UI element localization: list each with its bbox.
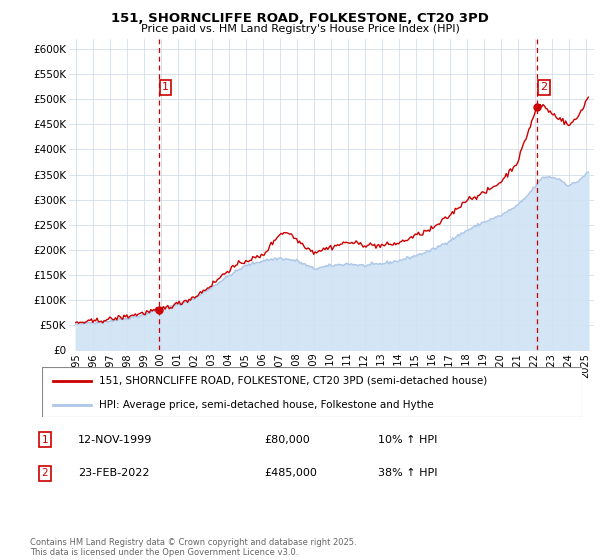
Text: 1: 1 [162,82,169,92]
Text: Price paid vs. HM Land Registry's House Price Index (HPI): Price paid vs. HM Land Registry's House … [140,24,460,34]
Text: £485,000: £485,000 [264,468,317,478]
FancyBboxPatch shape [42,367,582,417]
Text: £80,000: £80,000 [264,435,310,445]
Text: 38% ↑ HPI: 38% ↑ HPI [378,468,437,478]
Text: 151, SHORNCLIFFE ROAD, FOLKESTONE, CT20 3PD: 151, SHORNCLIFFE ROAD, FOLKESTONE, CT20 … [111,12,489,25]
Text: 23-FEB-2022: 23-FEB-2022 [78,468,149,478]
Text: HPI: Average price, semi-detached house, Folkestone and Hythe: HPI: Average price, semi-detached house,… [98,400,433,409]
Text: 1: 1 [41,435,49,445]
Text: 12-NOV-1999: 12-NOV-1999 [78,435,152,445]
Text: Contains HM Land Registry data © Crown copyright and database right 2025.
This d: Contains HM Land Registry data © Crown c… [30,538,356,557]
Text: 151, SHORNCLIFFE ROAD, FOLKESTONE, CT20 3PD (semi-detached house): 151, SHORNCLIFFE ROAD, FOLKESTONE, CT20 … [98,376,487,386]
Text: 2: 2 [41,468,49,478]
Text: 10% ↑ HPI: 10% ↑ HPI [378,435,437,445]
Text: 2: 2 [541,82,547,92]
